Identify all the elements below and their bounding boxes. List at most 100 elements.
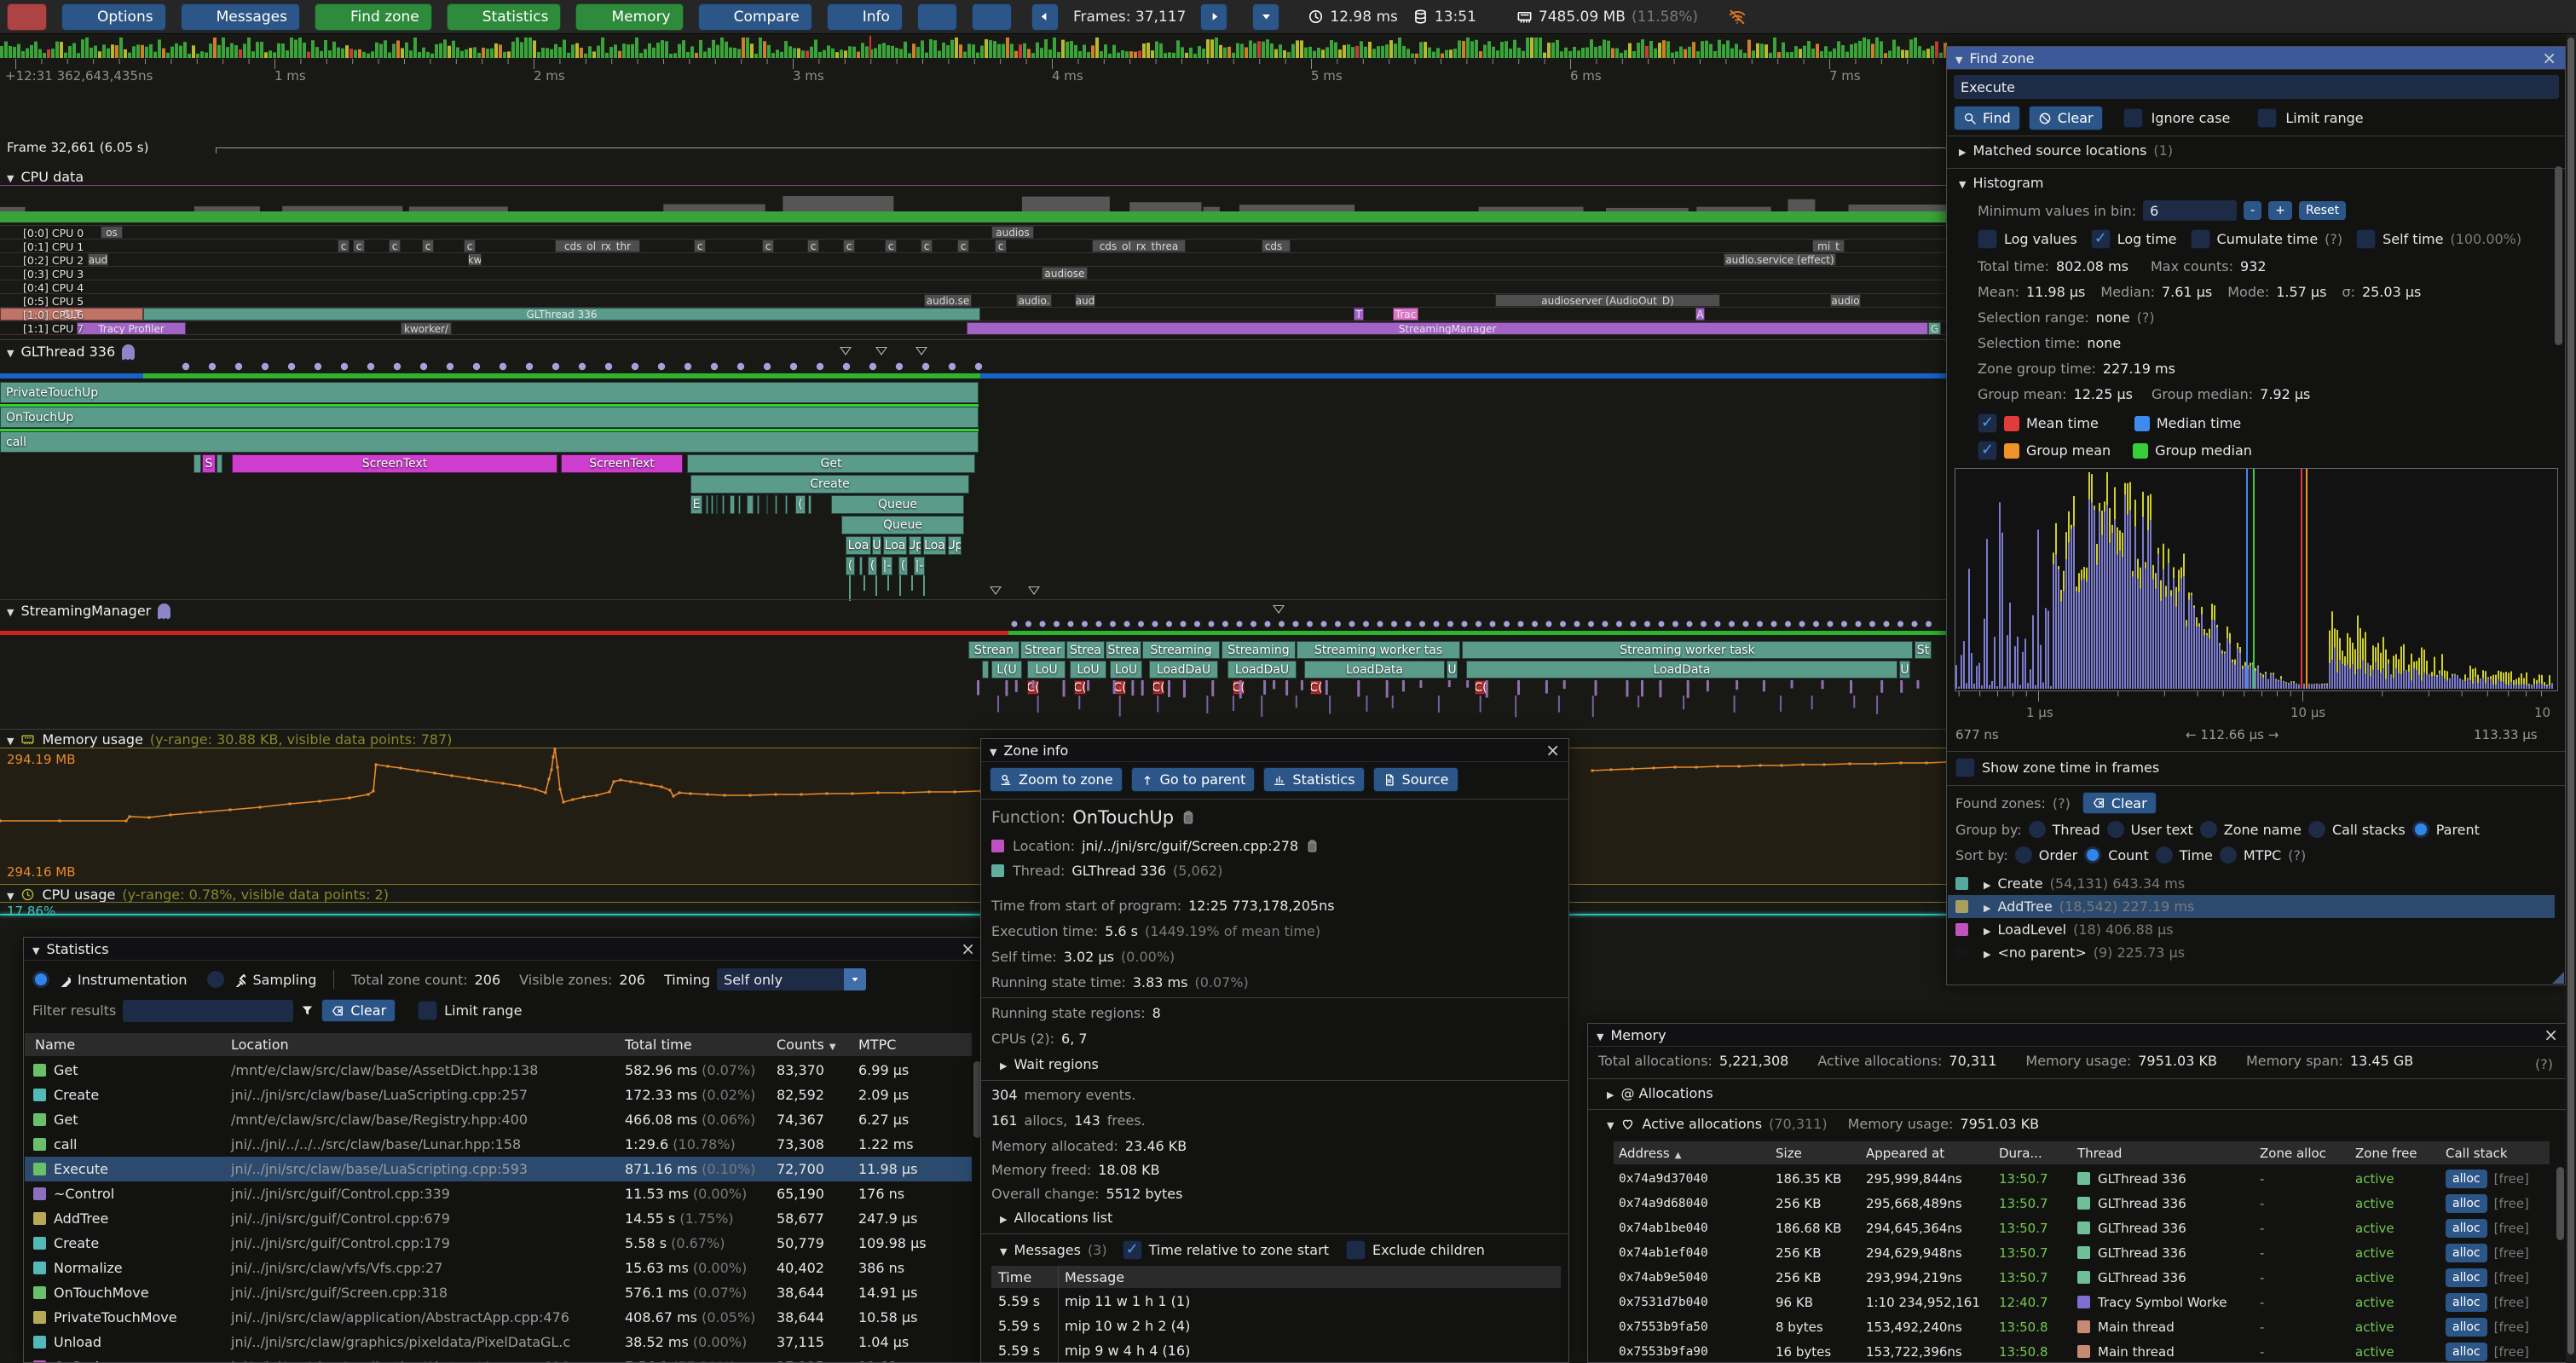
time-relative-checkbox[interactable] [1122, 1240, 1142, 1260]
cpu-timeline-zone[interactable]: GLT [0, 308, 143, 321]
profiler-zone[interactable]: C( [1152, 680, 1164, 695]
glthread-header[interactable]: GLThread 336 [7, 344, 136, 361]
zoom-to-zone-button[interactable]: Zoom to zone [990, 767, 1123, 792]
memory-table-row[interactable]: 0x74a9d68040 256 KB 295,668,489ns 13:50.… [1619, 1193, 2529, 1213]
memory-table-row[interactable]: 0x74ab9e5040 256 KB 293,994,219ns 13:50.… [1619, 1268, 2529, 1287]
cpu-timeline-zone[interactable]: T [1354, 308, 1364, 321]
statistics-table-row[interactable]: Get /mnt/e/claw/src/claw/base/Registry.h… [25, 1107, 972, 1132]
profiler-zone[interactable] [775, 495, 777, 514]
memory-table-header[interactable]: Address Size Appeared at Dura... Thread … [1614, 1141, 2550, 1164]
profiler-zone[interactable] [706, 495, 708, 514]
timeline-message-marker[interactable] [1028, 586, 1040, 595]
profiler-zone[interactable] [730, 495, 735, 514]
profiler-zone[interactable]: OnTouchUp [0, 407, 979, 428]
column-call-stack[interactable]: Call stack [2446, 1145, 2508, 1161]
find-zone-scrollbar[interactable] [2555, 166, 2562, 345]
close-icon[interactable] [961, 939, 975, 959]
min-bin-input[interactable] [2143, 200, 2238, 221]
sort-by-option[interactable]: Count [2084, 846, 2149, 863]
show-zone-time-checkbox[interactable] [1955, 758, 1975, 777]
cpu-timeline-zone[interactable]: audios [991, 226, 1034, 239]
cpu-timeline-zone[interactable]: Trac [1393, 308, 1418, 321]
profiler-zone[interactable]: Get [687, 454, 975, 473]
group-by-option[interactable]: Parent [2411, 821, 2480, 838]
min-bin-reset-button[interactable]: Reset [2298, 201, 2347, 220]
profiler-zone[interactable]: Create [690, 475, 969, 494]
profiler-zone[interactable]: Queue [831, 495, 964, 514]
location-value[interactable]: jni/../jni/src/guif/Screen.cpp:278 [1082, 838, 1299, 854]
statistics-table-row[interactable]: ~Control jni/../jni/src/guif/Control.cpp… [25, 1181, 972, 1206]
profiler-zone[interactable]: C( [1310, 680, 1322, 695]
profiler-zone[interactable]: LoU [1027, 661, 1066, 679]
profiler-zone[interactable]: |- [914, 557, 925, 575]
active-allocations-toggle[interactable]: Active allocations (70,311) Memory usage… [1607, 1116, 2039, 1132]
toolbar-button[interactable] [971, 3, 1012, 31]
message-row[interactable]: 5.59 s mip 9 w 4 h 4 (16) [998, 1343, 1191, 1359]
self-time-checkbox[interactable] [2356, 229, 2377, 249]
column-address[interactable]: Address [1614, 1146, 1770, 1161]
find-zone-search-input[interactable] [1954, 75, 2559, 99]
profiler-zone[interactable]: Strean [968, 641, 1019, 659]
memory-table-row[interactable]: 0x7553b9fa50 8 bytes 153,492,240ns 13:50… [1619, 1317, 2529, 1337]
profiler-zone[interactable]: Strear [1020, 641, 1066, 659]
frame-dropdown-button[interactable] [1252, 3, 1280, 31]
statistics-window-titlebar[interactable]: Statistics [24, 938, 984, 961]
limit-range-checkbox[interactable] [2257, 108, 2278, 128]
profiler-zone[interactable]: LoadData [1466, 661, 1897, 679]
group-by-option[interactable]: User text [2106, 821, 2193, 838]
profiler-zone[interactable] [747, 495, 754, 514]
column-mtpc[interactable]: MTPC [858, 1037, 897, 1053]
statistics-scrollbar[interactable] [973, 1061, 981, 1138]
profiler-zone[interactable]: ScreenText [561, 454, 683, 473]
profiler-zone[interactable] [859, 557, 863, 575]
memory-plot-area[interactable] [0, 748, 1948, 885]
next-frame-button[interactable] [1200, 3, 1228, 31]
cpu-timeline-zone[interactable]: c [995, 240, 1007, 252]
toolbar-button[interactable]: Compare [697, 3, 812, 31]
sampling-radio[interactable] [207, 971, 225, 988]
column-location[interactable]: Location [231, 1037, 289, 1053]
profiler-zone[interactable]: U [1899, 661, 1910, 679]
toolbar-button[interactable]: Find zone [314, 3, 432, 31]
funnel-icon[interactable] [300, 1003, 315, 1018]
cpu-timeline-zone[interactable]: c [921, 240, 933, 252]
instrumentation-radio[interactable] [32, 971, 49, 988]
cpu-timeline-zone[interactable]: audio [1830, 294, 1861, 307]
combo-arrow-icon[interactable] [844, 968, 867, 990]
zone-source-button[interactable]: Source [1372, 767, 1458, 792]
wait-regions-toggle[interactable]: Wait regions [1000, 1056, 1098, 1072]
cpu-timeline-zone[interactable]: c [843, 240, 855, 252]
profiler-zone[interactable]: Strea [1106, 641, 1141, 659]
statistics-table-row[interactable]: Normalize jni/../jni/src/claw/vfs/Vfs.cp… [25, 1256, 972, 1280]
frame-range-label[interactable]: Frame 32,661 (6.05 s) [7, 140, 149, 155]
histogram-toggle[interactable]: Histogram [1959, 175, 2043, 191]
group-by-option[interactable]: Call stacks [2307, 821, 2406, 838]
timeline-message-marker[interactable] [1273, 605, 1285, 614]
statistics-table-row[interactable]: Unload jni/../jni/src/claw/graphics/pixe… [25, 1330, 972, 1354]
profiler-zone[interactable]: ( [795, 495, 806, 514]
cpu-timeline-zone[interactable]: c [353, 240, 365, 252]
limit-range-checkbox[interactable] [418, 1001, 438, 1020]
profiler-zone[interactable]: U [1447, 661, 1458, 679]
close-icon[interactable] [2544, 1025, 2558, 1045]
column-thread[interactable]: Thread [2077, 1145, 2123, 1161]
profiler-zone[interactable]: Up [948, 536, 962, 555]
profiler-zone[interactable] [716, 495, 718, 514]
cpu-timeline-zone[interactable]: c [762, 240, 774, 252]
cpu-timeline-zone[interactable]: c [422, 240, 434, 252]
profiler-zone[interactable]: ( [898, 557, 908, 575]
profiler-zone[interactable] [217, 454, 222, 473]
memory-table-row[interactable]: 0x74ab1be040 186.68 KB 294,645,364ns 13:… [1619, 1218, 2529, 1238]
profiler-zone[interactable]: LoU [1110, 661, 1142, 679]
frames-overview-ribbon[interactable] [0, 36, 1948, 58]
close-icon[interactable] [2542, 48, 2556, 68]
toolbar-button[interactable] [916, 3, 957, 31]
filter-clear-button[interactable]: Clear [321, 999, 396, 1022]
cpu-timeline-zone[interactable]: c [807, 240, 819, 252]
profiler-zone[interactable]: C( [1114, 680, 1126, 695]
sort-by-option[interactable]: Order [2014, 846, 2077, 863]
statistics-table-row[interactable]: Execute jni/../jni/src/claw/base/LuaScri… [25, 1157, 972, 1181]
histogram-plot[interactable] [1955, 468, 2558, 691]
alloc-callstack-button[interactable]: alloc [2446, 1243, 2487, 1262]
memory-scrollbar[interactable] [2556, 1167, 2564, 1240]
